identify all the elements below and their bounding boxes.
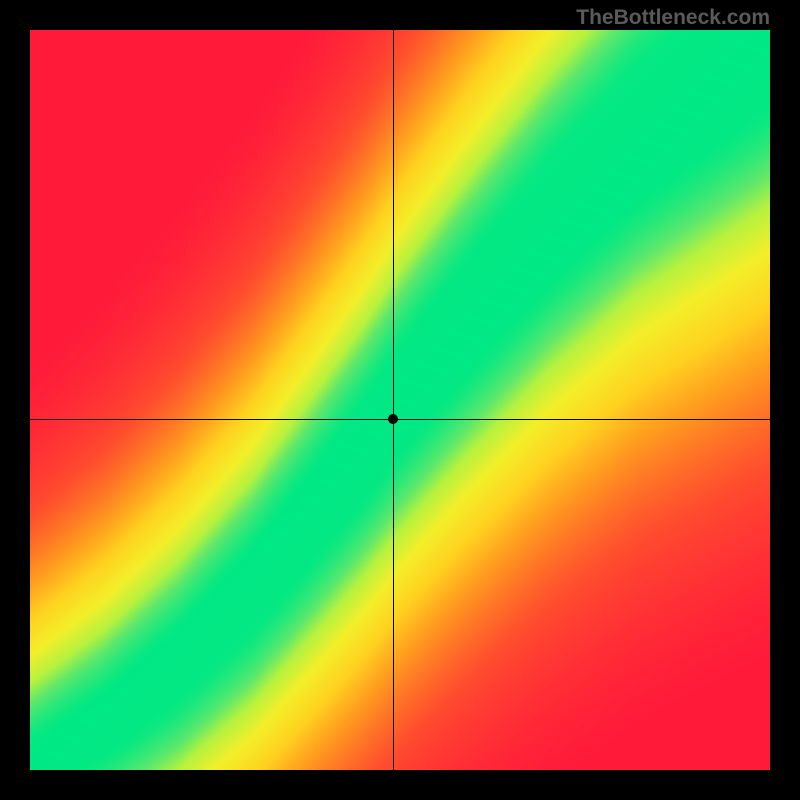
crosshair-dot bbox=[388, 414, 398, 424]
watermark-text: TheBottleneck.com bbox=[576, 6, 770, 30]
heatmap-canvas bbox=[30, 30, 770, 770]
crosshair-horizontal bbox=[30, 419, 770, 420]
heatmap-chart bbox=[30, 30, 770, 770]
crosshair-vertical bbox=[393, 30, 394, 770]
